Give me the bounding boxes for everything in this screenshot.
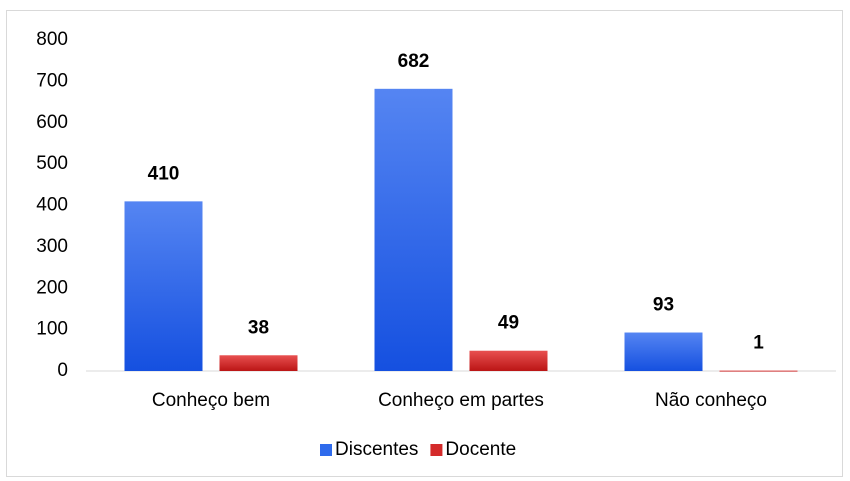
y-tick-label: 700	[36, 70, 68, 91]
bar	[624, 332, 703, 371]
y-tick-label: 0	[57, 360, 68, 381]
y-tick-label: 400	[36, 195, 68, 216]
x-tick-label: Conheço bem	[152, 390, 270, 411]
y-tick-label: 300	[36, 236, 68, 257]
data-label: 93	[653, 295, 674, 316]
bar	[719, 370, 798, 372]
y-tick-label: 100	[36, 319, 68, 340]
bar	[219, 355, 298, 371]
bar	[469, 350, 548, 371]
legend-label: Docente	[445, 439, 516, 460]
x-tick-label: Não conheço	[655, 390, 767, 411]
y-tick-label: 800	[36, 29, 68, 50]
data-label: 410	[148, 163, 180, 184]
legend-swatch	[430, 444, 443, 456]
legend-swatch	[320, 444, 332, 456]
x-tick-label: Conheço em partes	[378, 390, 544, 411]
legend-label: Discentes	[335, 439, 418, 460]
y-tick-label: 600	[36, 112, 68, 133]
data-label: 38	[248, 317, 269, 338]
bar	[124, 201, 203, 371]
data-label: 1	[753, 333, 764, 354]
y-tick-label: 200	[36, 277, 68, 298]
data-label: 682	[398, 51, 430, 72]
y-tick-label: 500	[36, 153, 68, 174]
bar	[374, 88, 453, 371]
data-label: 49	[498, 313, 519, 334]
